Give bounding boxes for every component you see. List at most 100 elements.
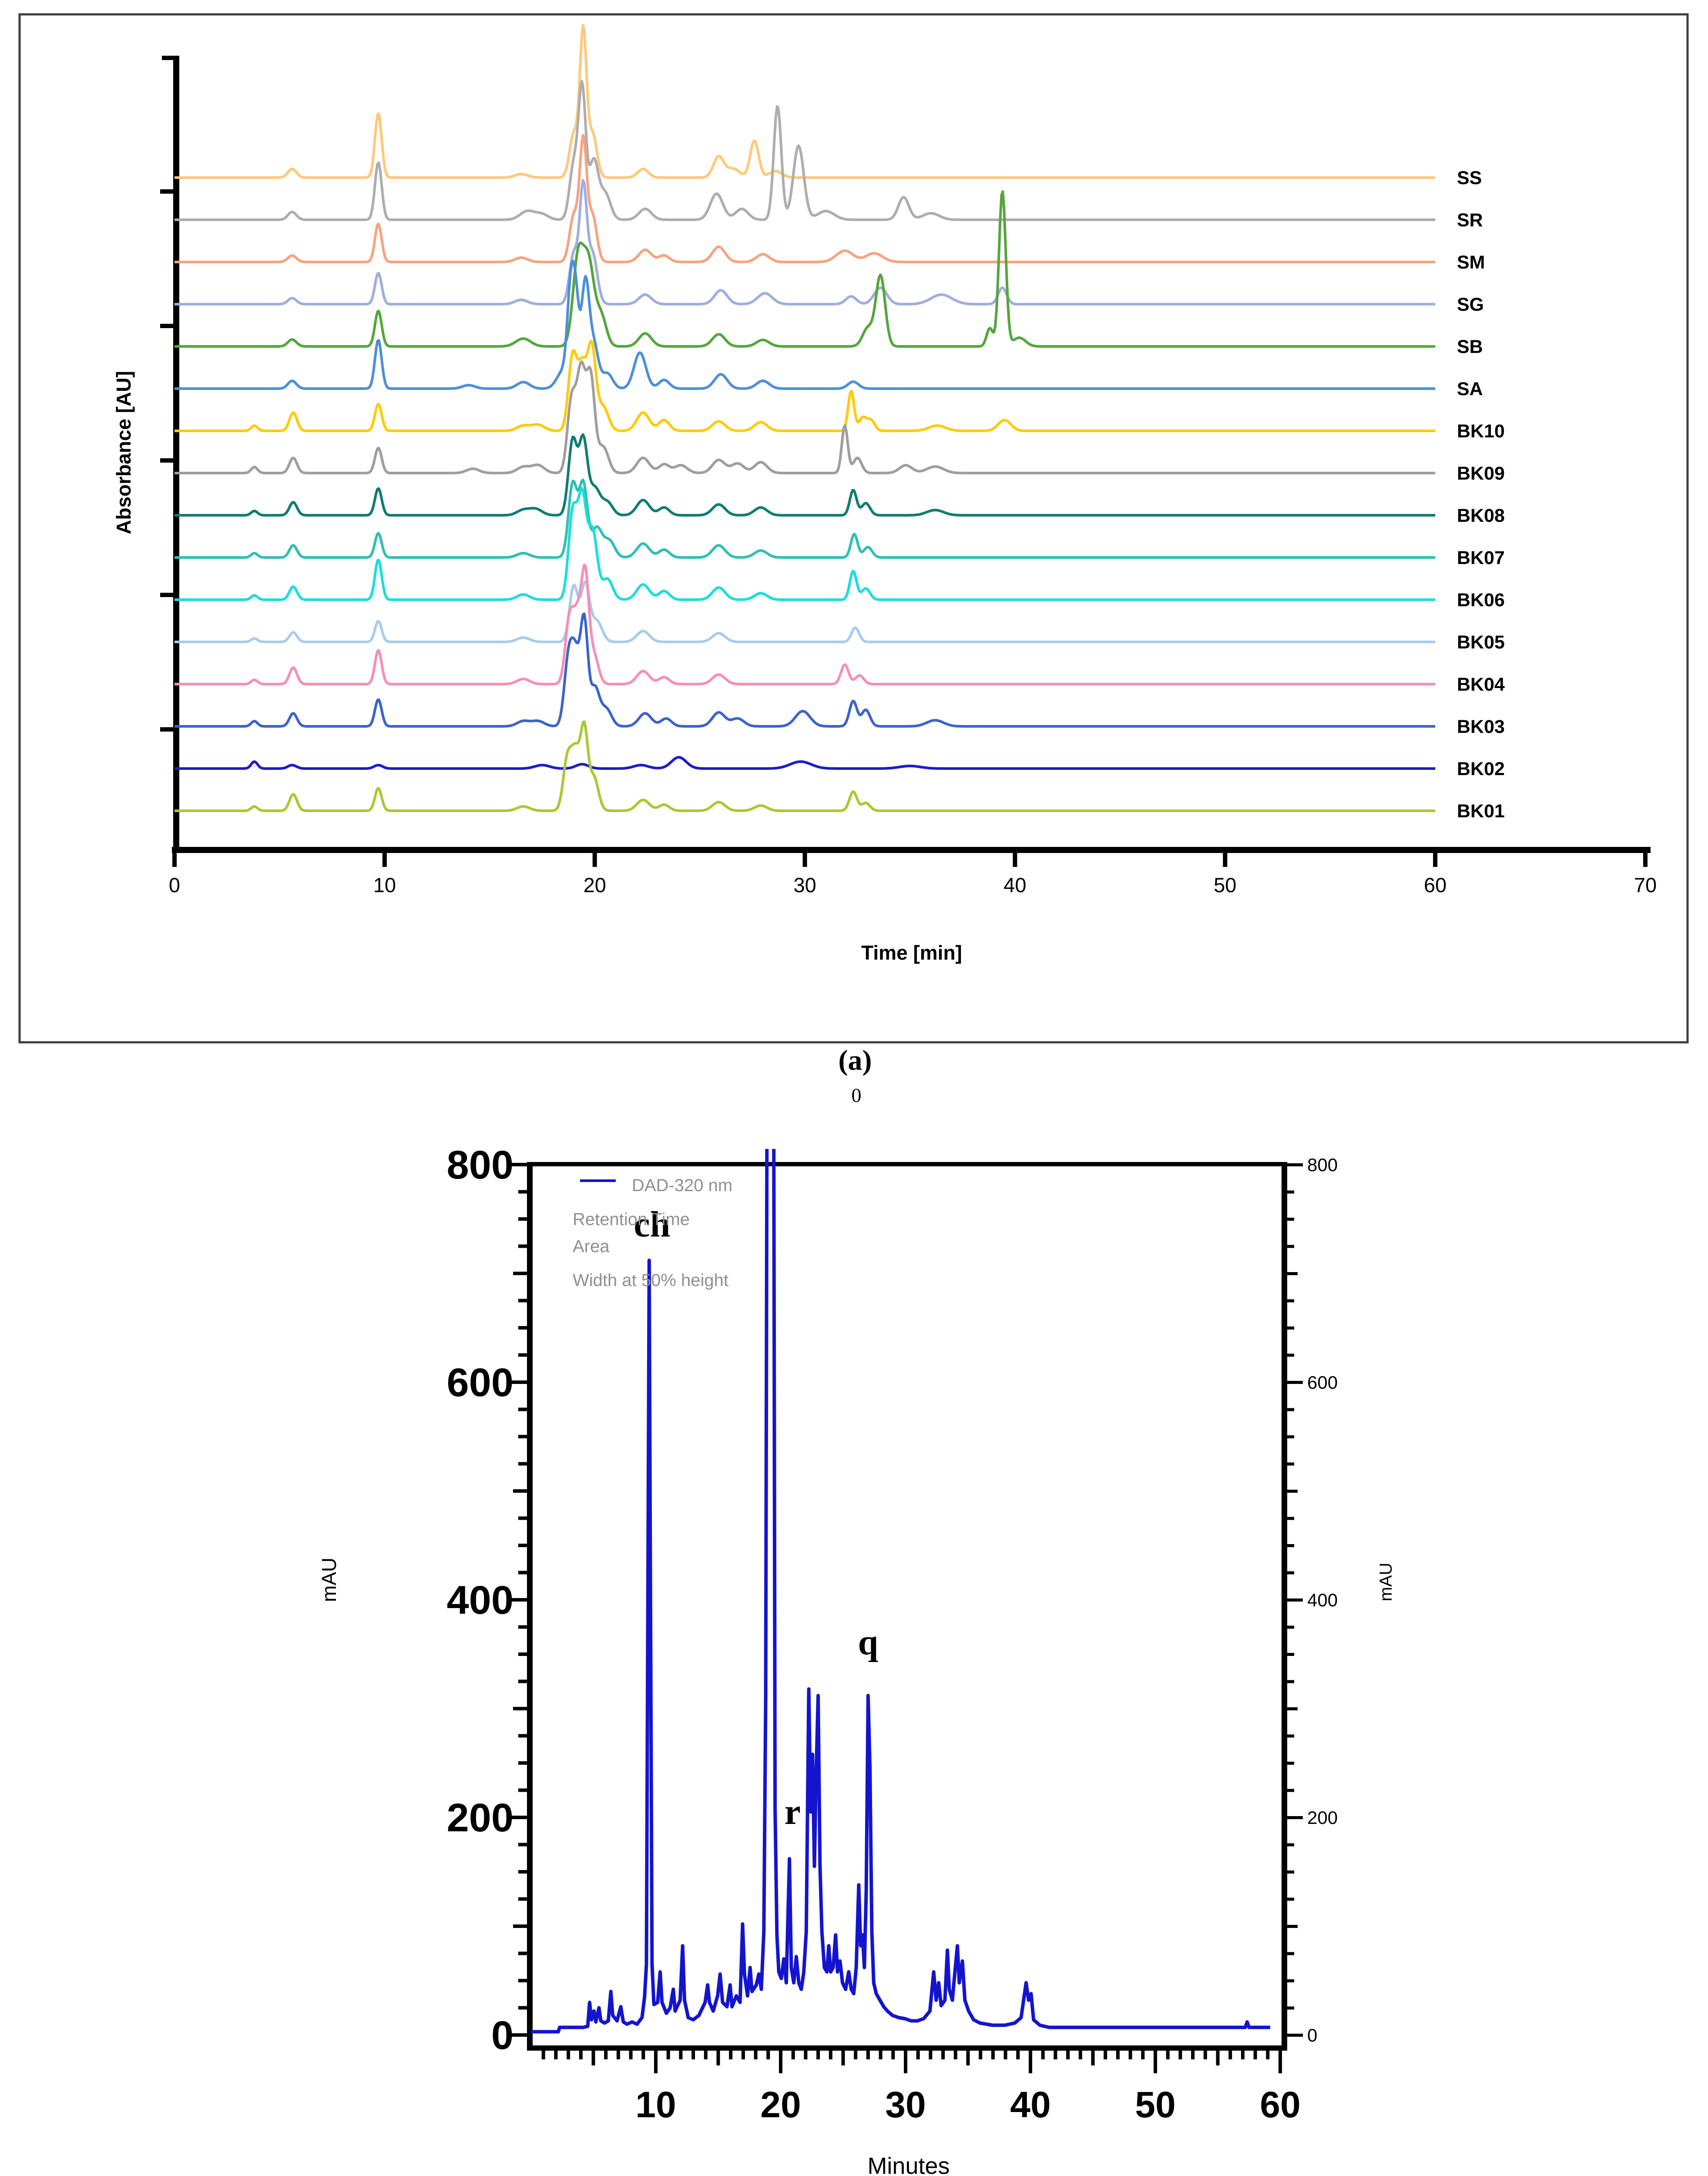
panel-b-bottom-tick bbox=[704, 2051, 708, 2059]
panel-b-left-tick bbox=[518, 1788, 527, 1792]
panel-b-bottom-tick bbox=[567, 2051, 570, 2059]
trace-sb bbox=[174, 190, 1436, 348]
panel-a-x-tick-label: 40 bbox=[1003, 873, 1026, 897]
panel-a-y-tick bbox=[160, 727, 173, 732]
panel-a-x-tick-label: 70 bbox=[1634, 873, 1657, 897]
panel-b-trace bbox=[531, 1149, 1270, 2034]
panel-a-x-tick bbox=[1223, 853, 1228, 867]
panel-b-right-tick-label: 400 bbox=[1307, 1590, 1338, 1610]
panel-b-bottom-tick bbox=[1066, 2051, 1070, 2059]
legend-info-area: Area bbox=[573, 1237, 610, 1256]
series-label-sg: SG bbox=[1457, 294, 1484, 315]
panel-b-bottom-tick bbox=[904, 2051, 907, 2073]
panel-b-left-tick bbox=[518, 1897, 527, 1901]
panel-b-right-tick bbox=[1287, 1218, 1294, 1221]
panel-b-right-tick bbox=[1287, 1653, 1294, 1656]
panel-b-bottom-tick bbox=[1078, 2051, 1082, 2059]
panel-b: 0 200 400 600 800 0 200 400 600 800 10 20 30 40 50 60 c… bbox=[318, 1143, 1396, 2176]
panel-b-left-tick bbox=[518, 1326, 527, 1330]
panel-a-y-axis-label: Absorbance [AU] bbox=[112, 371, 135, 534]
panel-a-y-tick bbox=[160, 189, 173, 194]
series-label-bk04: BK04 bbox=[1457, 674, 1505, 695]
panel-b-right-tick bbox=[1287, 1299, 1294, 1303]
panel-b-bottom-tick bbox=[991, 2051, 995, 2059]
panel-b-right-tick bbox=[1287, 1163, 1303, 1166]
panel-b-right-tick bbox=[1287, 1353, 1294, 1357]
panel-b-left-tick bbox=[518, 1571, 527, 1575]
panel-b-left-tick bbox=[518, 1652, 527, 1656]
trace-bk05 bbox=[174, 580, 1436, 643]
panel-b-y-axis-left bbox=[527, 1162, 533, 2051]
series-label-bk06: BK06 bbox=[1457, 590, 1505, 611]
panel-b-right-tick bbox=[1287, 1245, 1294, 1248]
panel-b-right-tick bbox=[1287, 1707, 1298, 1710]
panel-b-right-tick-label: 200 bbox=[1307, 1807, 1338, 1828]
panel-b-left-tick bbox=[518, 1407, 527, 1411]
panel-b-bottom-tick bbox=[816, 2051, 820, 2059]
series-label-bk02: BK02 bbox=[1457, 759, 1505, 779]
panel-a-traces bbox=[174, 24, 1436, 812]
panel-b-right-tick bbox=[1287, 1490, 1298, 1493]
panel-b-left-tick bbox=[513, 1707, 527, 1710]
panel-a-x-tick bbox=[592, 853, 597, 867]
panel-b-bottom-tick bbox=[791, 2051, 795, 2059]
panel-b-left-tick-label: 0 bbox=[491, 2013, 513, 2058]
panel-b-left-tick bbox=[518, 1462, 527, 1466]
panel-b-left-tick bbox=[518, 1544, 527, 1547]
panel-a-x-axis bbox=[172, 847, 1651, 853]
panel-b-bottom-tick bbox=[1104, 2051, 1107, 2059]
panel-b-left-tick-label: 200 bbox=[447, 1796, 514, 1840]
series-label-bk10: BK10 bbox=[1457, 421, 1505, 442]
panel-b-left-tick bbox=[507, 1598, 527, 1602]
trace-sr bbox=[174, 80, 1436, 221]
panel-b-bottom-tick bbox=[1278, 2051, 1282, 2073]
peak-label-q: q bbox=[858, 1622, 879, 1662]
panel-a-x-tick bbox=[802, 853, 807, 867]
panel-b-bottom-tick bbox=[1228, 2051, 1232, 2059]
trace-bk01 bbox=[174, 720, 1436, 812]
panel-b-left-tick bbox=[518, 1217, 527, 1221]
panel-b-bottom-tick bbox=[979, 2051, 983, 2059]
trace-ss bbox=[174, 24, 1436, 179]
panel-b-bottom-tick bbox=[779, 2051, 782, 2073]
panel-b-left-tick bbox=[507, 1816, 527, 1819]
panel-b-left-tick-label: 800 bbox=[447, 1143, 514, 1187]
panel-b-left-tick bbox=[518, 1679, 527, 1683]
panel-b-bottom-tick-label: 60 bbox=[1260, 2084, 1300, 2125]
panel-b-left-tick bbox=[518, 1244, 527, 1248]
panel-b-bottom-tick bbox=[1154, 2051, 1157, 2073]
dad-320nm-trace bbox=[531, 1149, 1270, 2034]
panel-a-y-tick bbox=[160, 593, 173, 597]
panel-b-left-tick bbox=[507, 2033, 527, 2037]
trace-sg bbox=[174, 179, 1436, 306]
panel-b-bottom-tick bbox=[729, 2051, 733, 2059]
panel-b-left-tick bbox=[518, 2006, 527, 2010]
panel-a-x-tick-label: 30 bbox=[793, 873, 816, 897]
panel-b-left-tick bbox=[513, 1489, 527, 1493]
panel-b-left-tick bbox=[518, 1979, 527, 1982]
panel-b-bottom-tick bbox=[841, 2051, 845, 2065]
panel-b-bottom-tick bbox=[541, 2051, 545, 2059]
panel-b-right-tick bbox=[1287, 1789, 1294, 1792]
trace-bk09 bbox=[174, 360, 1436, 474]
series-label-bk09: BK09 bbox=[1457, 463, 1505, 484]
panel-b-right-tick bbox=[1287, 1462, 1294, 1466]
panel-a-x-axis-label: Time [min] bbox=[861, 941, 962, 964]
panel-b-bottom-tick bbox=[1041, 2051, 1045, 2059]
trace-bk02 bbox=[174, 756, 1436, 770]
panel-a-y-tick bbox=[160, 324, 173, 328]
panel-b-bottom-tick bbox=[1203, 2051, 1207, 2059]
panel-a-axes: 0 10 20 30 40 50 60 70 bbox=[160, 56, 1657, 897]
panel-b-bottom-tick bbox=[616, 2051, 620, 2059]
legend-info-width: Width at 50% height bbox=[573, 1271, 728, 1290]
panel-b-x-axis bbox=[527, 2045, 1287, 2051]
panel-b-bottom-tick bbox=[766, 2051, 770, 2059]
panel-b-bottom-tick-label: 20 bbox=[760, 2084, 801, 2125]
panel-b-bottom-tick bbox=[629, 2051, 633, 2059]
panel-b-left-tick bbox=[518, 1516, 527, 1520]
series-label-bk01: BK01 bbox=[1457, 801, 1505, 822]
panel-b-right-tick bbox=[1287, 1870, 1294, 1874]
panel-b-bottom-tick bbox=[1091, 2051, 1095, 2065]
